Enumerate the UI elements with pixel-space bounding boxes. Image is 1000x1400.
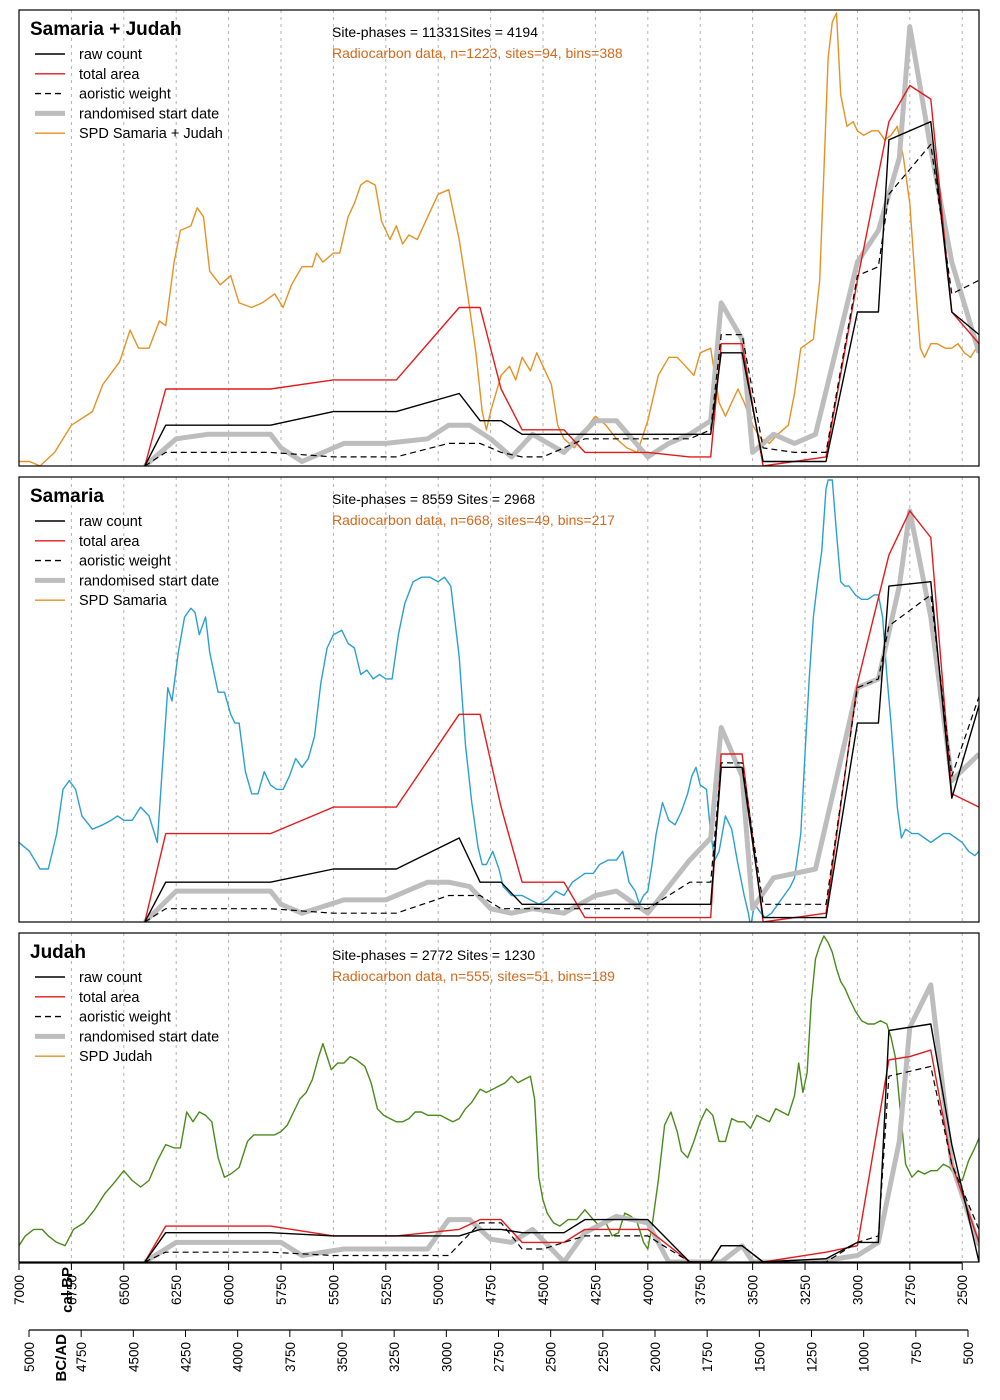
spd-curve bbox=[19, 479, 979, 922]
series-aoristic bbox=[144, 143, 979, 466]
calbp-tick-label: 4750 bbox=[484, 1275, 499, 1305]
legend-label: total area bbox=[79, 534, 140, 550]
panel-frame bbox=[18, 9, 980, 467]
bcad-tick-label: 3750 bbox=[283, 1342, 298, 1372]
calbp-tick-label: 2500 bbox=[955, 1275, 970, 1305]
site-phases-text: Site-phases = 11331Sites = 4194 bbox=[332, 24, 538, 40]
legend: raw count total area aoristic weight random… bbox=[35, 47, 223, 142]
series-area bbox=[144, 510, 979, 922]
legend-label: raw count bbox=[79, 514, 142, 530]
series-area bbox=[144, 1049, 979, 1262]
bcad-axis-title: BC/AD bbox=[53, 1334, 70, 1382]
bcad-tick-label: 3250 bbox=[387, 1342, 402, 1372]
plot-area bbox=[19, 935, 979, 1262]
series-area bbox=[144, 84, 979, 466]
panel-samaria-judah: Samaria + Judah Site-phases = 11331Sites … bbox=[18, 9, 980, 467]
radiocarbon-text: Radiocarbon data, n=668, sites=49, bins=… bbox=[332, 512, 615, 528]
legend-label: raw count bbox=[79, 47, 142, 63]
calbp-tick-label: 4500 bbox=[536, 1275, 551, 1305]
bcad-tick-label: 1750 bbox=[700, 1342, 715, 1372]
calbp-tick-label: 4250 bbox=[588, 1275, 603, 1305]
series-raw bbox=[144, 120, 979, 466]
calbp-tick-label: 3250 bbox=[798, 1275, 813, 1305]
bcad-tick-label: 2750 bbox=[492, 1342, 507, 1372]
bcad-tick-label: 3000 bbox=[439, 1342, 454, 1372]
legend-label: raw count bbox=[79, 970, 142, 986]
site-phases-text: Site-phases = 8559 Sites = 2968 bbox=[332, 491, 535, 507]
bcad-tick-label: 4750 bbox=[74, 1342, 89, 1372]
legend: raw count total area aoristic weight random… bbox=[35, 514, 219, 609]
gridlines bbox=[70, 477, 963, 922]
legend-label: randomised start date bbox=[79, 573, 219, 589]
calbp-tick-label: 6500 bbox=[117, 1275, 132, 1305]
panel-frame bbox=[18, 932, 980, 1263]
spd-curve bbox=[19, 935, 979, 1250]
series-aoristic bbox=[144, 594, 979, 922]
series-aoristic bbox=[144, 1065, 979, 1262]
legend-label: randomised start date bbox=[79, 106, 219, 122]
bcad-tick-label: 3500 bbox=[335, 1342, 350, 1372]
calbp-tick-label: 5750 bbox=[274, 1275, 289, 1305]
calbp-tick-label: 3500 bbox=[746, 1275, 761, 1305]
panel-title: Samaria bbox=[30, 486, 104, 507]
series-raw bbox=[144, 581, 979, 922]
legend-label: SPD Samaria + Judah bbox=[79, 126, 223, 142]
bcad-tick-label: 2500 bbox=[544, 1342, 559, 1372]
calbp-tick-label: 3750 bbox=[693, 1275, 708, 1305]
panel-title: Judah bbox=[30, 942, 86, 963]
calbp-tick-label: 6250 bbox=[169, 1275, 184, 1305]
calbp-tick-label: 6750 bbox=[64, 1275, 79, 1305]
plot-area bbox=[19, 479, 979, 922]
calbp-axis: 7000 6750 6500 6250 6000 5750 5500 5250 5000 4750… bbox=[12, 1262, 970, 1313]
legend-label: total area bbox=[79, 990, 140, 1006]
legend-label: SPD Samaria bbox=[79, 593, 168, 609]
plot-area bbox=[19, 12, 979, 466]
bcad-tick-label: 1500 bbox=[752, 1342, 767, 1372]
legend: raw count total area aoristic weight random… bbox=[35, 970, 219, 1065]
bcad-axis: 5000 4750 4500 4250 4000 3750 3500 3250 3000 2750… bbox=[22, 1329, 976, 1382]
legend-label: randomised start date bbox=[79, 1029, 219, 1045]
panel-title: Samaria + Judah bbox=[30, 19, 182, 40]
bcad-tick-label: 2250 bbox=[596, 1342, 611, 1372]
panel-samaria: Samaria Site-phases = 8559 Sites = 2968 Ra… bbox=[18, 476, 980, 923]
bcad-tick-label: 750 bbox=[909, 1342, 924, 1365]
legend-label: total area bbox=[79, 67, 140, 83]
bcad-tick-label: 1250 bbox=[805, 1342, 820, 1372]
panel-judah: Judah Site-phases = 2772 Sites = 1230 Radi… bbox=[18, 932, 980, 1263]
calbp-tick-label: 5500 bbox=[326, 1275, 341, 1305]
bcad-tick-label: 2000 bbox=[648, 1342, 663, 1372]
calbp-tick-label: 3000 bbox=[850, 1275, 865, 1305]
calbp-tick-label: 4000 bbox=[641, 1275, 656, 1305]
series-random bbox=[143, 982, 979, 1262]
gridlines bbox=[70, 933, 963, 1262]
radiocarbon-text: Radiocarbon data, n=1223, sites=94, bins… bbox=[332, 45, 623, 61]
bcad-tick-label: 4250 bbox=[179, 1342, 194, 1372]
gridlines bbox=[70, 10, 963, 466]
legend-label: aoristic weight bbox=[79, 554, 171, 570]
calbp-tick-label: 5250 bbox=[379, 1275, 394, 1305]
site-phases-text: Site-phases = 2772 Sites = 1230 bbox=[332, 947, 535, 963]
bcad-tick-label: 5000 bbox=[22, 1342, 37, 1372]
legend-label: aoristic weight bbox=[79, 1010, 171, 1026]
legend-label: SPD Judah bbox=[79, 1049, 152, 1065]
series-random bbox=[143, 24, 979, 466]
bcad-tick-label: 500 bbox=[961, 1342, 976, 1365]
bcad-tick-label: 4000 bbox=[231, 1342, 246, 1372]
spd-curve bbox=[19, 12, 979, 466]
panel-frame bbox=[18, 476, 980, 923]
legend-label: aoristic weight bbox=[79, 87, 171, 103]
bcad-tick-label: 1000 bbox=[857, 1342, 872, 1372]
calbp-tick-label: 6000 bbox=[222, 1275, 237, 1305]
calbp-tick-label: 7000 bbox=[12, 1275, 27, 1305]
series-random bbox=[143, 508, 979, 922]
calbp-axis-title: cal BP bbox=[59, 1267, 76, 1313]
radiocarbon-text: Radiocarbon data, n=555, sites=51, bins=… bbox=[332, 968, 615, 984]
calbp-tick-label: 5000 bbox=[431, 1275, 446, 1305]
calbp-tick-label: 2750 bbox=[903, 1275, 918, 1305]
bcad-tick-label: 4500 bbox=[126, 1342, 141, 1372]
